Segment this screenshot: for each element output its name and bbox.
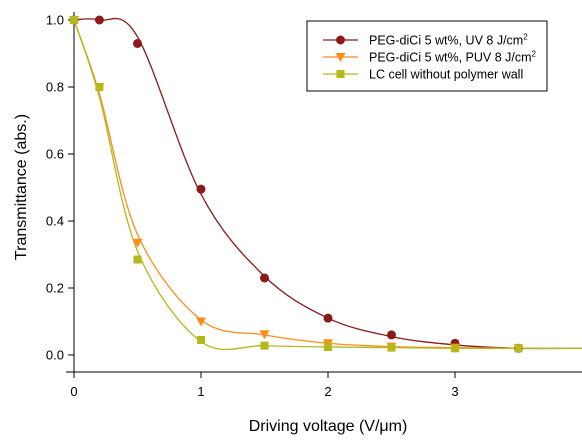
- legend-label-superscript: 2: [532, 50, 537, 59]
- y-tick-label: 0.6: [46, 147, 64, 162]
- data-point-circle: [94, 15, 104, 25]
- y-tick-label: 0.8: [46, 80, 64, 95]
- y-axis-title: Transmittance (abs.): [13, 114, 30, 260]
- data-point-square: [260, 341, 269, 350]
- data-point-circle: [260, 273, 269, 283]
- legend-label: PEG-diCi 5 wt%, UV 8 J/cm2: [369, 33, 528, 48]
- legend-label: LC cell without polymer wall: [369, 68, 523, 82]
- data-point-circle: [133, 38, 142, 48]
- legend-label-superscript: 2: [523, 33, 528, 42]
- y-tick-label: 0.2: [46, 281, 64, 296]
- data-point-square: [95, 83, 104, 91]
- data-point-square: [336, 70, 345, 78]
- data-point-circle: [387, 330, 396, 340]
- x-tick-label: 1: [197, 384, 204, 399]
- data-point-circle: [323, 313, 333, 323]
- data-point-triangle: [132, 238, 143, 248]
- data-point-square: [70, 16, 78, 24]
- x-axis-title: Driving voltage (V/μm): [249, 418, 408, 435]
- y-tick-label: 0.0: [46, 348, 64, 363]
- data-point-circle: [336, 35, 345, 45]
- data-point-square: [514, 344, 523, 353]
- legend-label-main: PEG-diCi 5 wt%, UV 8 J/cm: [369, 34, 523, 48]
- data-point-circle: [196, 184, 206, 194]
- series-points-2: [70, 16, 523, 353]
- legend-box: [306, 20, 548, 92]
- y-tick-label: 1.0: [46, 13, 64, 28]
- legend-label: PEG-diCi 5 wt%, PUV 8 J/cm2: [369, 50, 537, 65]
- data-point-triangle: [196, 317, 206, 327]
- data-point-square: [451, 344, 459, 353]
- y-tick-label: 0.4: [46, 214, 64, 229]
- legend-label-main: PEG-diCi 5 wt%, PUV 8 J/cm: [369, 51, 532, 65]
- series-markers: [69, 15, 524, 354]
- x-tick-label: 2: [324, 384, 331, 399]
- axes: 0 1 2 3 0.0 0.2 0.4 0.6 0.8 1.0: [46, 12, 582, 399]
- legend-label-main: LC cell without polymer wall: [369, 68, 523, 82]
- series-line-0: [73, 17, 582, 350]
- data-point-square: [197, 335, 205, 344]
- data-point-triangle: [259, 330, 270, 340]
- data-point-square: [387, 343, 396, 352]
- data-point-square: [324, 342, 332, 351]
- data-point-triangle: [335, 53, 346, 62]
- x-tick-label: 0: [70, 384, 77, 399]
- data-point-square: [133, 255, 142, 264]
- x-tick-label: 3: [451, 384, 458, 399]
